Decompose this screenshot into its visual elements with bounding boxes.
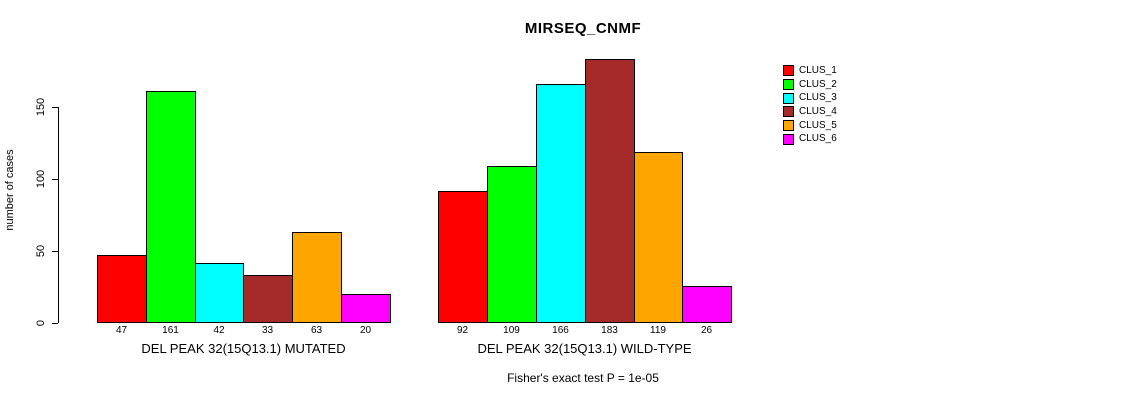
y-tick-label: 50 — [35, 244, 47, 258]
legend-swatch — [783, 133, 794, 145]
bar-value-label: 183 — [601, 325, 618, 336]
legend-swatch — [783, 79, 794, 91]
legend-swatch — [783, 92, 794, 104]
bar-value-label: 161 — [162, 325, 179, 336]
bar-value-label: 119 — [650, 325, 666, 336]
group-axis-label: DEL PEAK 32(15Q13.1) MUTATED — [141, 341, 346, 356]
chart-bar — [487, 166, 537, 323]
legend-label: CLUS_5 — [799, 119, 837, 131]
chart-bar — [292, 232, 342, 323]
y-tick-mark — [52, 251, 58, 252]
legend-item: CLUS_1 — [783, 64, 837, 78]
y-axis-line — [58, 107, 59, 323]
legend-item: CLUS_3 — [783, 91, 837, 105]
bar-value-label: 33 — [261, 325, 274, 336]
chart-bar — [146, 91, 196, 323]
y-tick-label: 100 — [35, 169, 47, 189]
chart-bar — [97, 255, 147, 323]
bar-value-label: 109 — [503, 325, 520, 336]
chart-bar — [243, 275, 293, 323]
bar-value-label: 26 — [700, 325, 713, 336]
chart-bar — [682, 286, 732, 323]
y-tick-mark — [52, 179, 58, 180]
bar-value-label: 47 — [115, 325, 128, 336]
legend: CLUS_1 CLUS_2 CLUS_3 CLUS_4 CLUS_5 CLUS_6 — [783, 64, 837, 146]
legend-item: CLUS_4 — [783, 105, 837, 119]
y-tick-label: 150 — [35, 97, 47, 117]
y-tick-mark — [52, 107, 58, 108]
legend-label: CLUS_2 — [799, 78, 837, 90]
legend-item: CLUS_2 — [783, 78, 837, 92]
legend-swatch — [783, 106, 794, 118]
chart-bar — [585, 59, 635, 323]
y-tick-label: 0 — [35, 319, 47, 327]
legend-item: CLUS_5 — [783, 119, 837, 133]
legend-swatch — [783, 65, 794, 77]
chart-bar — [438, 191, 488, 323]
legend-label: CLUS_4 — [799, 105, 837, 117]
bar-value-label: 20 — [359, 325, 372, 336]
bar-value-label: 42 — [213, 325, 225, 336]
legend-item: CLUS_6 — [783, 132, 837, 146]
bar-value-label: 63 — [310, 325, 323, 336]
chart-bar — [341, 294, 391, 323]
bar-value-label: 92 — [456, 325, 469, 336]
y-axis-title: number of cases — [4, 149, 16, 231]
y-tick-mark — [52, 323, 58, 324]
bar-value-label: 166 — [552, 325, 569, 336]
legend-swatch — [783, 120, 794, 132]
chart-bar — [536, 84, 586, 323]
legend-label: CLUS_3 — [799, 92, 837, 104]
group-axis-label: DEL PEAK 32(15Q13.1) WILD-TYPE — [477, 341, 692, 356]
chart-title: MIRSEQ_CNMF — [524, 20, 642, 37]
chart-bar — [195, 263, 244, 323]
legend-label: CLUS_1 — [799, 64, 837, 76]
legend-label: CLUS_6 — [799, 133, 837, 145]
chart-bar — [634, 152, 683, 323]
fisher-test-annotation: Fisher's exact test P = 1e-05 — [507, 371, 659, 385]
